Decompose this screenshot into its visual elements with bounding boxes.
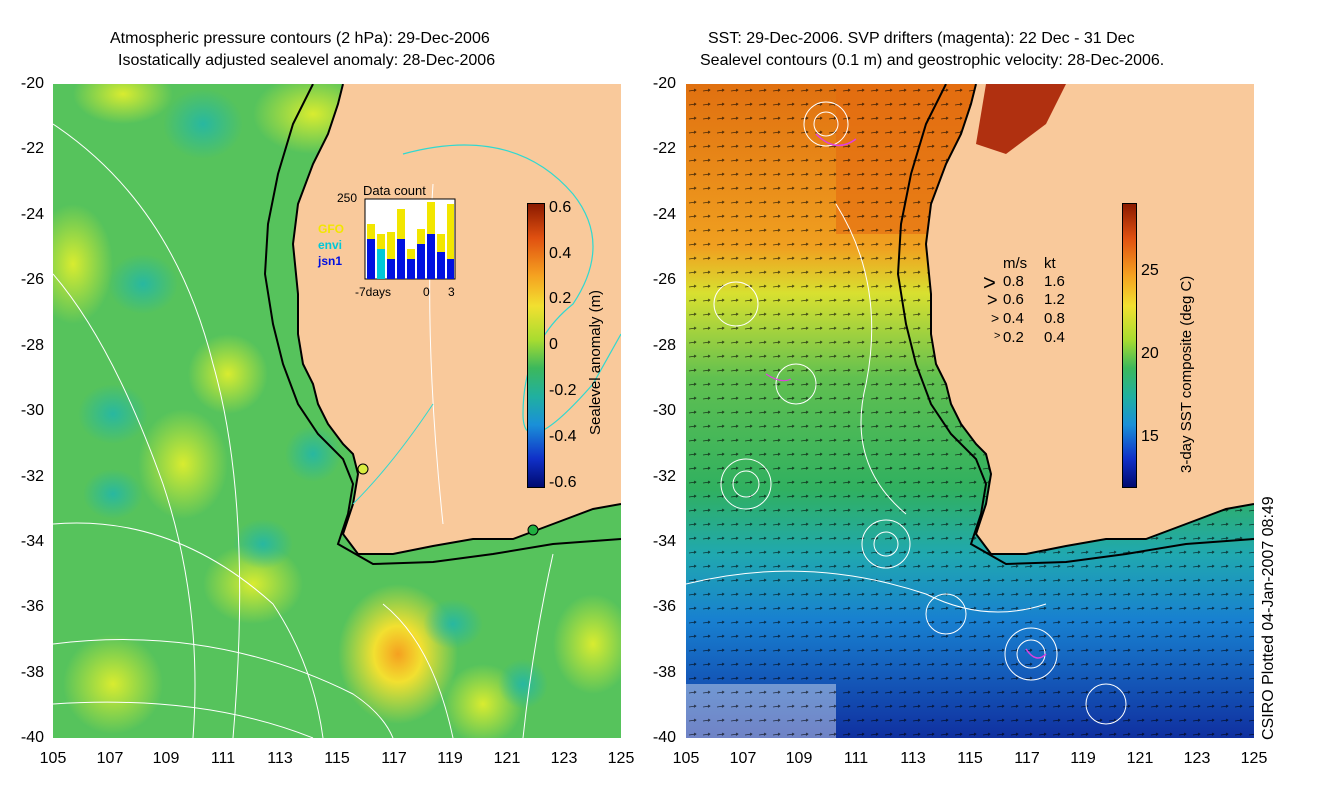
right-map <box>686 84 1254 738</box>
right-x-tick: 111 <box>843 750 869 767</box>
plot-credit: CSIRO Plotted 04-Jan-2007 08:49 <box>1260 496 1277 740</box>
right-y-tick: -26 <box>652 271 676 288</box>
inset-xlabel-zero: 0 <box>423 285 430 299</box>
left-cb-tick: -0.6 <box>549 474 577 491</box>
right-y-tick: -20 <box>652 75 676 92</box>
velocity-legend-kt: 0.4 <box>1044 329 1065 346</box>
right-cb-tick: 15 <box>1141 428 1159 445</box>
left-x-tick: 121 <box>493 750 521 767</box>
right-x-tick: 105 <box>672 750 700 767</box>
data-count-inset <box>364 198 456 280</box>
left-x-tick: 105 <box>39 750 67 767</box>
left-y-tick: -40 <box>20 729 44 746</box>
velocity-legend-kt: 0.8 <box>1044 310 1065 327</box>
right-cb-tick: 25 <box>1141 262 1159 279</box>
right-cb-label: 3-day SST composite (deg C) <box>1178 275 1195 473</box>
left-x-tick: 125 <box>607 750 635 767</box>
right-y-tick: -40 <box>652 729 676 746</box>
right-y-tick: -22 <box>652 140 676 157</box>
right-y-tick: -24 <box>652 206 676 223</box>
right-colorbar <box>1122 203 1137 488</box>
left-y-tick: -38 <box>20 664 44 681</box>
left-map <box>53 84 621 738</box>
velocity-legend-ms: 0.6 <box>1003 291 1024 308</box>
right-x-tick: 117 <box>1014 750 1040 767</box>
right-x-tick: 107 <box>729 750 757 767</box>
velocity-legend-header-kt: kt <box>1044 255 1056 272</box>
right-y-tick: -38 <box>652 664 676 681</box>
left-y-tick: -20 <box>20 75 44 92</box>
right-x-tick: 115 <box>957 750 983 767</box>
left-x-tick: 109 <box>152 750 180 767</box>
left-y-tick: -34 <box>20 533 44 550</box>
left-x-tick: 117 <box>381 750 407 767</box>
left-cb-tick: -0.2 <box>549 382 577 399</box>
left-title-line1: Atmospheric pressure contours (2 hPa): 2… <box>110 30 490 47</box>
velocity-arrow-icon: > <box>983 270 996 295</box>
left-x-tick: 113 <box>267 750 293 767</box>
left-y-tick: -26 <box>20 271 44 288</box>
right-x-tick: 123 <box>1183 750 1211 767</box>
right-x-tick: 113 <box>900 750 926 767</box>
inset-xlabel-end: 3 <box>448 285 455 299</box>
velocity-legend-ms: 0.4 <box>1003 310 1024 327</box>
left-x-tick: 111 <box>210 750 236 767</box>
left-cb-label: Sealevel anomaly (m) <box>587 289 604 435</box>
left-cb-tick: -0.4 <box>549 428 577 445</box>
left-cb-tick: 0.6 <box>549 199 572 216</box>
right-x-tick: 119 <box>1070 750 1096 767</box>
left-cb-tick: 0.2 <box>549 290 572 307</box>
velocity-arrow-icon: > <box>991 310 1000 326</box>
left-title-line2: Isostatically adjusted sealevel anomaly:… <box>118 52 496 69</box>
right-y-tick: -32 <box>652 468 676 485</box>
velocity-arrow-icon: > <box>987 290 998 310</box>
inset-ymax: 250 <box>337 191 358 205</box>
inset-legend-gfo: GFO <box>318 222 344 236</box>
left-cb-tick: 0 <box>549 336 558 353</box>
velocity-legend-ms: 0.8 <box>1003 273 1024 290</box>
left-y-tick: -28 <box>20 337 44 354</box>
right-cb-tick: 20 <box>1141 345 1159 362</box>
left-y-tick: -36 <box>20 598 44 615</box>
right-x-tick: 121 <box>1126 750 1154 767</box>
left-x-tick: 107 <box>96 750 124 767</box>
velocity-legend-kt: 1.2 <box>1044 291 1065 308</box>
right-x-tick: 125 <box>1240 750 1268 767</box>
left-map-graphic <box>53 84 621 738</box>
velocity-legend-kt: 1.6 <box>1044 273 1065 290</box>
right-title-line1: SST: 29-Dec-2006. SVP drifters (magenta)… <box>708 30 1135 47</box>
right-map-graphic <box>686 84 1254 738</box>
inset-title: Data count <box>363 183 426 198</box>
inset-legend-envi: envi <box>318 238 343 252</box>
inset-legend-jsn1: jsn1 <box>318 254 343 268</box>
right-title-line2: Sealevel contours (0.1 m) and geostrophi… <box>700 52 1165 69</box>
left-x-tick: 123 <box>550 750 578 767</box>
velocity-arrow-icon: > <box>994 330 1001 342</box>
left-y-tick: -24 <box>20 206 44 223</box>
left-y-tick: -32 <box>20 468 44 485</box>
left-x-tick: 115 <box>324 750 350 767</box>
left-colorbar <box>527 203 545 488</box>
right-y-tick: -34 <box>652 533 676 550</box>
inset-xlabel-start: -7days <box>355 285 392 299</box>
right-x-tick: 109 <box>785 750 813 767</box>
left-y-tick: -22 <box>20 140 44 157</box>
left-y-tick: -30 <box>20 402 44 419</box>
right-y-tick: -36 <box>652 598 676 615</box>
velocity-legend-header-ms: m/s <box>1003 255 1028 272</box>
velocity-legend-ms: 0.2 <box>1003 329 1024 346</box>
right-y-tick: -30 <box>652 402 676 419</box>
left-cb-tick: 0.4 <box>549 245 572 262</box>
right-y-tick: -28 <box>652 337 676 354</box>
left-x-tick: 119 <box>437 750 463 767</box>
